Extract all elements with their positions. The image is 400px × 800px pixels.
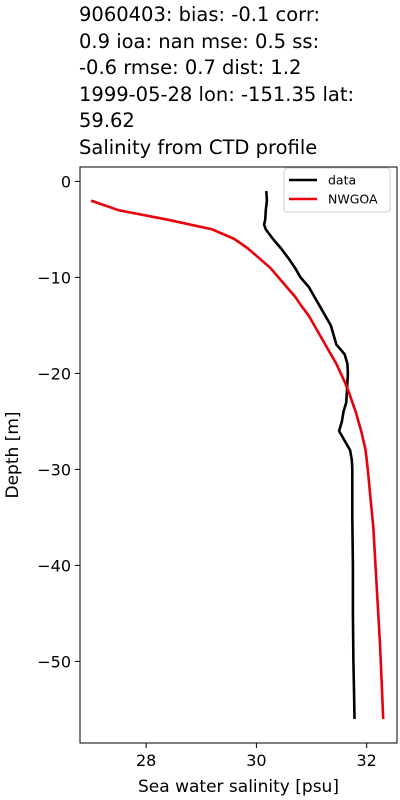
y-tick-label: −10 <box>37 268 71 287</box>
y-axis-label: Depth [m] <box>3 411 23 498</box>
plot-frame <box>79 166 398 744</box>
legend-label-data: data <box>328 173 356 188</box>
title-line-3: -0.6 rmse: 0.7 dist: 1.2 <box>79 56 302 79</box>
series-line-data <box>262 190 356 720</box>
y-tick-label: −30 <box>37 460 71 479</box>
chart-title: 9060403: bias: -0.1 corr: 0.9 ioa: nan m… <box>79 2 397 161</box>
title-line-4: 1999-05-28 lon: -151.35 lat: <box>79 82 355 106</box>
y-tick-label: −40 <box>37 556 71 575</box>
x-tick-label: 30 <box>246 751 266 770</box>
y-tick-label: −50 <box>37 652 71 671</box>
x-axis: 28 30 32 <box>136 743 377 770</box>
y-tick-label: 0 <box>61 172 71 191</box>
y-axis: 0 −10 −20 −30 −40 −50 <box>37 172 80 671</box>
series-line-nwgoa <box>90 199 385 720</box>
x-axis-label: Sea water salinity [psu] <box>138 777 339 797</box>
y-tick-label: −20 <box>37 364 71 383</box>
title-line-2: 0.9 ioa: nan mse: 0.5 ss: <box>79 29 320 53</box>
x-tick-label: 32 <box>356 751 376 770</box>
legend-label-nwgoa: NWGOA <box>328 192 378 207</box>
legend: data NWGOA <box>283 167 391 213</box>
x-tick-label: 28 <box>136 751 156 770</box>
title-line-1: 9060403: bias: -0.1 corr: <box>79 3 321 26</box>
title-line-5: 59.62 <box>79 109 135 132</box>
plot-lines <box>90 190 385 720</box>
title-line-6: Salinity from CTD profile <box>79 135 318 159</box>
